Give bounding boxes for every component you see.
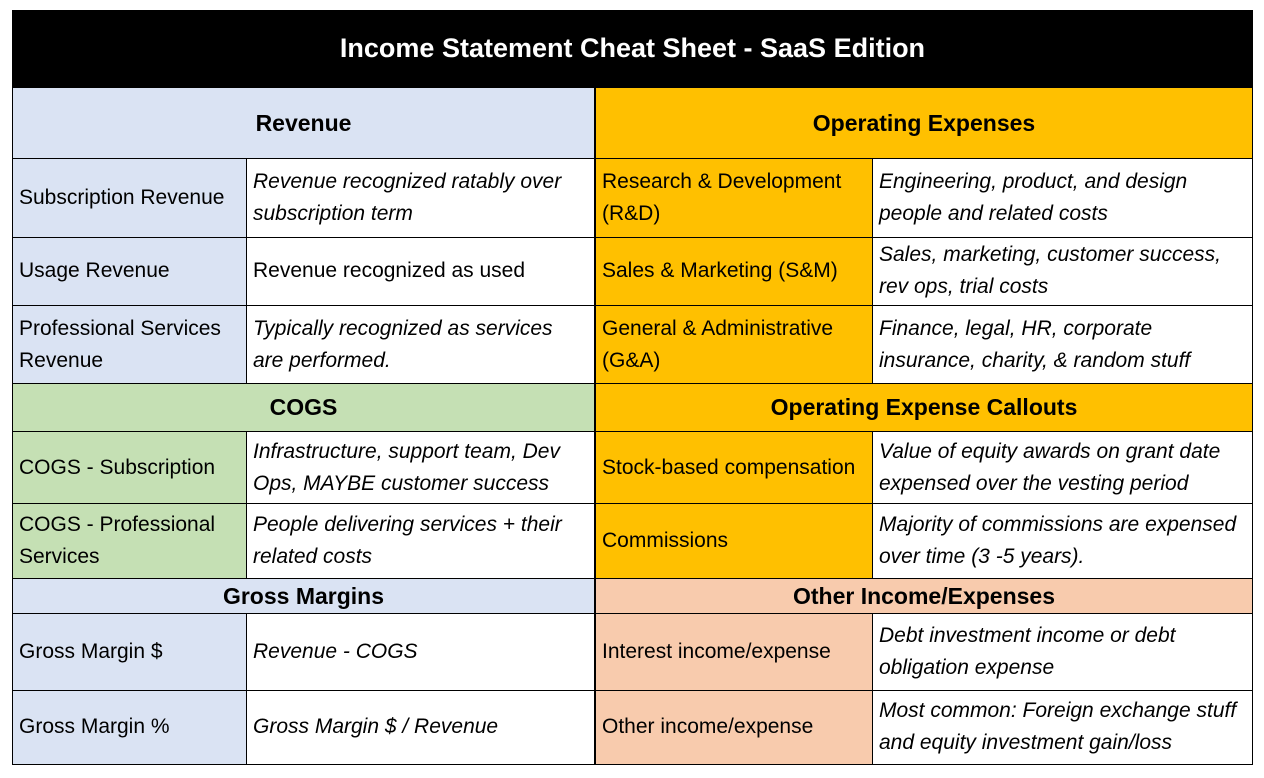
row-label: Interest income/expense: [595, 613, 873, 691]
row-label: Gross Margin $: [12, 613, 247, 691]
row-description: Debt investment income or debt obligatio…: [872, 613, 1253, 691]
operating-expenses-header: Operating Expenses: [595, 87, 1253, 160]
page-title: Income Statement Cheat Sheet - SaaS Edit…: [12, 10, 1253, 87]
row-label: COGS - Professional Services: [12, 503, 247, 579]
row-description: Revenue - COGS: [246, 613, 595, 691]
row-label: Sales & Marketing (S&M): [595, 236, 873, 307]
row-description: Revenue recognized ratably over subscrip…: [246, 158, 595, 238]
row-label: Gross Margin %: [12, 689, 247, 765]
row-description: Value of equity awards on grant date exp…: [872, 430, 1253, 505]
row-label: Professional Services Revenue: [12, 305, 247, 385]
row-description: People delivering services + their relat…: [246, 503, 595, 579]
row-description: Finance, legal, HR, corporate insurance,…: [872, 305, 1253, 385]
table-row: Subscription Revenue Revenue recognized …: [12, 158, 595, 238]
table-row: Interest income/expense Debt investment …: [595, 613, 1253, 691]
table-row: COGS - Subscription Infrastructure, supp…: [12, 430, 595, 505]
row-description: Majority of commissions are expensed ove…: [872, 503, 1253, 579]
row-description: Gross Margin $ / Revenue: [246, 689, 595, 765]
table-row: Usage Revenue Revenue recognized as used: [12, 236, 595, 307]
table-row: Other income/expense Most common: Foreig…: [595, 689, 1253, 765]
row-label: Subscription Revenue: [12, 158, 247, 238]
row-description: Infrastructure, support team, Dev Ops, M…: [246, 430, 595, 505]
row-label: Other income/expense: [595, 689, 873, 765]
row-description: Typically recognized as services are per…: [246, 305, 595, 385]
right-column: Operating Expenses Research & Developmen…: [595, 87, 1253, 765]
table-row: Gross Margin % Gross Margin $ / Revenue: [12, 689, 595, 765]
row-description: Revenue recognized as used: [246, 236, 595, 307]
revenue-header: Revenue: [12, 87, 595, 160]
row-label: Research & Development (R&D): [595, 158, 873, 238]
row-label: General & Administrative (G&A): [595, 305, 873, 385]
table-row: Professional Services Revenue Typically …: [12, 305, 595, 385]
table-row: Commissions Majority of commissions are …: [595, 503, 1253, 579]
row-description: Most common: Foreign exchange stuff and …: [872, 689, 1253, 765]
table-row: COGS - Professional Services People deli…: [12, 503, 595, 579]
table-row: Stock-based compensation Value of equity…: [595, 430, 1253, 505]
table-row: Gross Margin $ Revenue - COGS: [12, 613, 595, 691]
cogs-header: COGS: [12, 383, 595, 432]
table-row: General & Administrative (G&A) Finance, …: [595, 305, 1253, 385]
row-label: Commissions: [595, 503, 873, 579]
gross-margins-header: Gross Margins: [12, 577, 595, 615]
left-column: Revenue Subscription Revenue Revenue rec…: [12, 87, 595, 765]
operating-expense-callouts-header: Operating Expense Callouts: [595, 383, 1253, 432]
row-description: Engineering, product, and design people …: [872, 158, 1253, 238]
table-row: Research & Development (R&D) Engineering…: [595, 158, 1253, 238]
row-label: Stock-based compensation: [595, 430, 873, 505]
table-row: Sales & Marketing (S&M) Sales, marketing…: [595, 236, 1253, 307]
row-label: Usage Revenue: [12, 236, 247, 307]
row-label: COGS - Subscription: [12, 430, 247, 505]
row-description: Sales, marketing, customer success, rev …: [872, 236, 1253, 307]
other-income-expenses-header: Other Income/Expenses: [595, 577, 1253, 615]
